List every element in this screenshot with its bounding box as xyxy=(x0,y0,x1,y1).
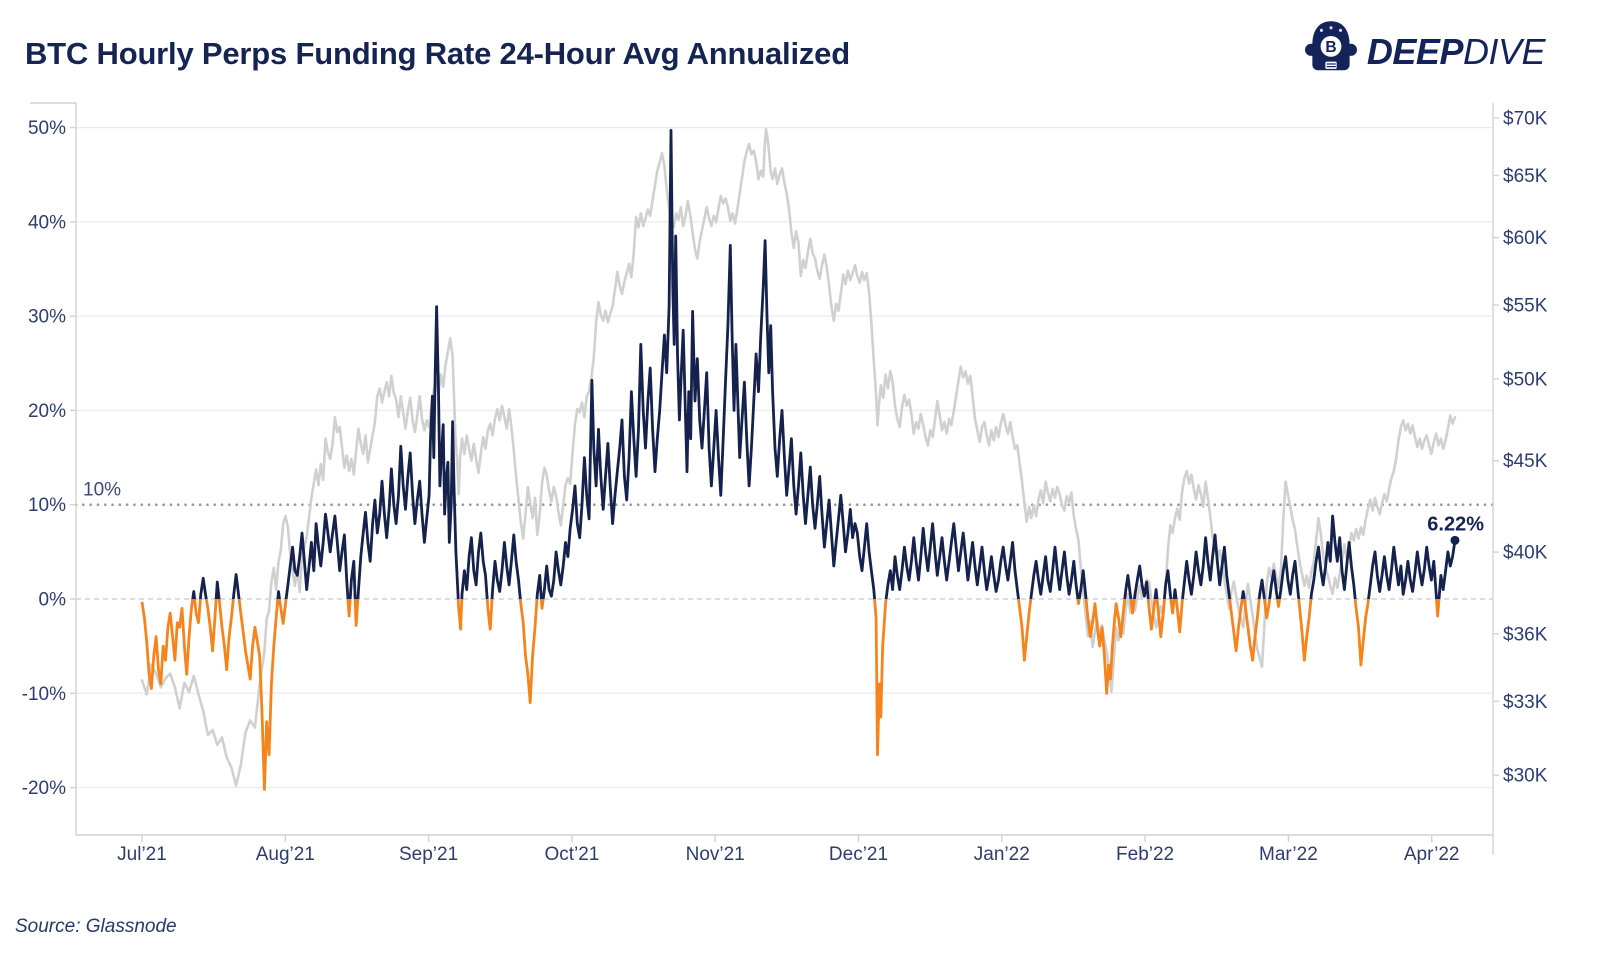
x-axis-month-label: Oct’21 xyxy=(544,844,599,865)
x-axis-month-label: Feb’22 xyxy=(1116,844,1174,865)
y-right-tick-label: $65K xyxy=(1503,166,1548,187)
y-right-tick-label: $70K xyxy=(1503,109,1548,130)
y-left-tick-label: -20% xyxy=(22,778,66,799)
y-right-tick-label: $45K xyxy=(1503,451,1548,472)
funding-line-negative xyxy=(140,599,1441,791)
y-left-tick-label: 40% xyxy=(28,212,66,233)
y-right-tick-label: $40K xyxy=(1503,543,1548,564)
y-right-tick-label: $50K xyxy=(1503,370,1548,391)
brand-wordmark-dive: DIVE xyxy=(1462,30,1546,72)
reference-lines xyxy=(74,503,1495,600)
y-left-tick-label: 30% xyxy=(28,307,66,328)
axis-ticks xyxy=(70,117,1499,842)
y-right-tick-label: $60K xyxy=(1503,228,1548,249)
brand-wordmark: DEEPDIVE xyxy=(1366,30,1546,73)
y-left-tick-label: -10% xyxy=(22,684,66,705)
source-attribution: Source: Glassnode xyxy=(15,916,177,937)
y-right-tick-label: $33K xyxy=(1503,692,1548,713)
x-axis-month-label: Dec’21 xyxy=(829,844,888,865)
funding-last-value-label: 6.22% xyxy=(1427,513,1484,535)
funding-series xyxy=(140,129,1460,791)
x-axis-month-label: Mar’22 xyxy=(1259,844,1318,865)
x-axis-month-label: Apr’22 xyxy=(1404,844,1460,865)
gridlines xyxy=(76,126,1493,789)
y-left-tick-label: 0% xyxy=(39,590,67,611)
brand-wordmark-deep: DEEP xyxy=(1366,30,1464,72)
funding-last-point-marker xyxy=(1450,535,1460,545)
svg-text:B: B xyxy=(1325,39,1336,56)
diving-helmet-logo-icon: B xyxy=(1304,18,1357,85)
funding-line-positive xyxy=(191,129,1457,599)
axis-labels: 50% 40% 30% 20% 10% 0% -10% -20% $70K $65K $60K $55… xyxy=(22,109,1548,866)
y-right-tick-label: $36K xyxy=(1503,624,1548,645)
btc-price-line xyxy=(140,127,1457,787)
axis-frame xyxy=(30,102,1494,855)
page-title: BTC Hourly Perps Funding Rate 24-Hour Av… xyxy=(25,36,850,71)
y-left-tick-label: 20% xyxy=(28,401,66,422)
x-axis-month-label: Aug’21 xyxy=(256,844,315,865)
annotations: 10% 6.22% xyxy=(83,480,1484,536)
deepdive-brand: B DEEPDIVE xyxy=(1304,18,1546,85)
ref-line-10pct-label: 10% xyxy=(83,480,121,501)
y-left-tick-label: 10% xyxy=(28,495,66,516)
x-axis-month-label: Sep’21 xyxy=(399,844,458,865)
x-axis-month-label: Jan’22 xyxy=(974,844,1030,865)
y-right-tick-label: $55K xyxy=(1503,296,1548,317)
y-right-tick-label: $30K xyxy=(1503,766,1548,787)
y-left-tick-label: 50% xyxy=(28,118,66,139)
x-axis-month-label: Jul’21 xyxy=(117,844,167,865)
x-axis-month-label: Nov’21 xyxy=(686,844,745,865)
price-series xyxy=(140,127,1457,787)
